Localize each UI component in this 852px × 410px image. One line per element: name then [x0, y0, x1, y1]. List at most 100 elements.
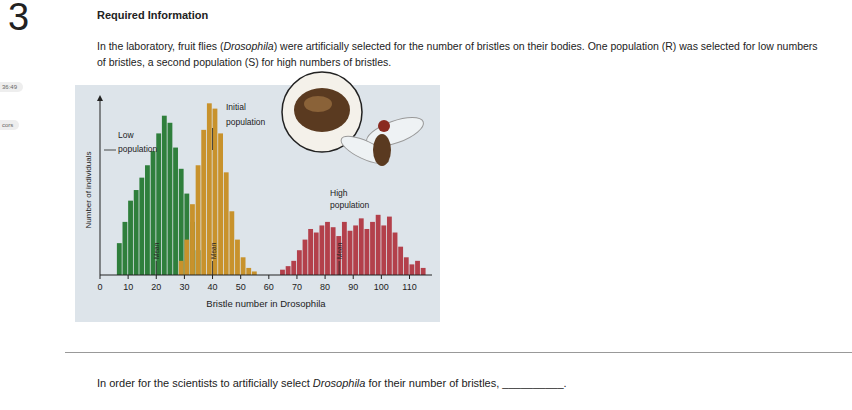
x-tick: [381, 275, 382, 279]
side-label: 36:49: [0, 82, 23, 92]
histogram-bar: [218, 133, 223, 275]
x-tick-label: 100: [374, 282, 389, 292]
x-tick-label: 90: [348, 282, 358, 292]
histogram-bar: [376, 215, 381, 275]
histogram-bar: [229, 211, 234, 275]
histogram-bar: [235, 240, 240, 275]
histogram-bar: [184, 194, 189, 275]
page: 3Required InformationIn the laboratory, …: [0, 0, 852, 410]
histogram-bar: [190, 204, 195, 275]
histogram-bar: [252, 271, 257, 275]
histogram-bar: [241, 257, 246, 275]
histogram-bar: [196, 165, 201, 275]
histogram-bar: [393, 233, 398, 275]
histogram-bar: [297, 250, 302, 275]
x-tick-label: 50: [236, 282, 246, 292]
histogram-bar: [348, 231, 353, 275]
x-tick: [184, 275, 185, 279]
histogram-bar: [409, 264, 414, 275]
x-tick: [128, 275, 129, 279]
x-tick: [240, 275, 241, 279]
fly-illustration: [282, 72, 427, 169]
x-tick-label: 30: [179, 282, 189, 292]
bars: [117, 103, 426, 275]
paragraph: In the laboratory, fruit flies (Drosophi…: [97, 38, 827, 70]
histogram-bar: [353, 225, 358, 275]
histogram-bar: [168, 123, 173, 275]
series-label: Highpopulation: [330, 188, 370, 210]
rule: [65, 352, 852, 353]
y-axis-title: Number of individuals: [84, 152, 93, 229]
histogram-bar: [415, 261, 420, 275]
histogram-bar: [398, 247, 403, 275]
histogram-bar: [184, 240, 189, 275]
histogram-bar: [359, 218, 364, 275]
histogram-bar: [280, 270, 285, 275]
chart-background: [75, 85, 440, 322]
text-segment: In the laboratory, fruit flies (: [97, 40, 223, 52]
x-axis-title: Bristle number in Drosophila: [206, 298, 326, 309]
pointer-line: [212, 128, 213, 150]
x-axis: [100, 275, 432, 276]
text-segment: Drosophila: [223, 40, 273, 52]
histogram-bar: [162, 116, 167, 275]
y-axis: [100, 98, 101, 275]
histogram-bar: [139, 178, 144, 275]
histogram-bar: [404, 257, 409, 275]
x-tick-label: 70: [292, 282, 302, 292]
histogram-bar: [179, 261, 184, 275]
mean-label: Mean: [210, 242, 217, 259]
histogram-bar: [291, 261, 296, 275]
x-tick: [156, 275, 157, 279]
x-tick: [353, 275, 354, 279]
histogram-bar: [123, 222, 128, 275]
histogram-bar: [331, 227, 336, 275]
mean-marker: [212, 261, 213, 275]
histogram-bar: [364, 229, 369, 275]
histogram-bar: [246, 268, 251, 275]
x-tick-label: 0: [97, 282, 102, 292]
x-tick-label: 10: [123, 282, 133, 292]
histogram-bar: [421, 268, 426, 275]
x-tick: [212, 275, 213, 279]
x-tick-label: 20: [151, 282, 161, 292]
chart: 0102030405060708090100110Bristle number …: [0, 0, 852, 410]
histogram-bar: [145, 165, 150, 275]
mean-marker: [156, 261, 157, 275]
histogram-bar: [173, 148, 178, 275]
series-label: Initialpopulation: [226, 102, 266, 127]
histogram-bar: [319, 225, 324, 275]
mean-label: Mean: [153, 242, 160, 259]
question: In order for the scientists to artificia…: [97, 377, 567, 389]
header: Required Information: [97, 9, 208, 21]
text-segment: for their number of bristles,: [365, 377, 502, 389]
mean-marker: [339, 261, 340, 275]
histogram-bar: [286, 266, 291, 275]
histogram-bar: [370, 222, 375, 275]
histogram-bar: [201, 130, 206, 275]
histogram-bar: [224, 172, 229, 275]
x-tick: [409, 275, 410, 279]
text-segment: Drosophila: [313, 377, 366, 389]
histogram-bar: [134, 190, 139, 275]
histogram-bar: [325, 222, 330, 275]
histogram-bar: [128, 201, 133, 275]
histogram-bar: [387, 217, 392, 275]
histogram-bar: [381, 225, 386, 275]
x-tick: [296, 275, 297, 279]
text-segment: __________.: [502, 377, 566, 389]
x-tick-label: 60: [264, 282, 274, 292]
text-segment: In order for the scientists to artificia…: [97, 377, 313, 389]
histogram-bar: [308, 229, 313, 275]
x-tick: [325, 275, 326, 279]
x-tick: [268, 275, 269, 279]
pointer-line: [104, 150, 116, 151]
histogram-bar: [314, 233, 319, 275]
x-tick-label: 40: [208, 282, 218, 292]
x-tick-label: 80: [320, 282, 330, 292]
x-tick: [100, 275, 101, 279]
histogram-bar: [303, 240, 308, 275]
series-label: Lowpopulation: [118, 130, 158, 154]
histogram-bar: [117, 243, 122, 275]
histogram-bar: [179, 169, 184, 275]
